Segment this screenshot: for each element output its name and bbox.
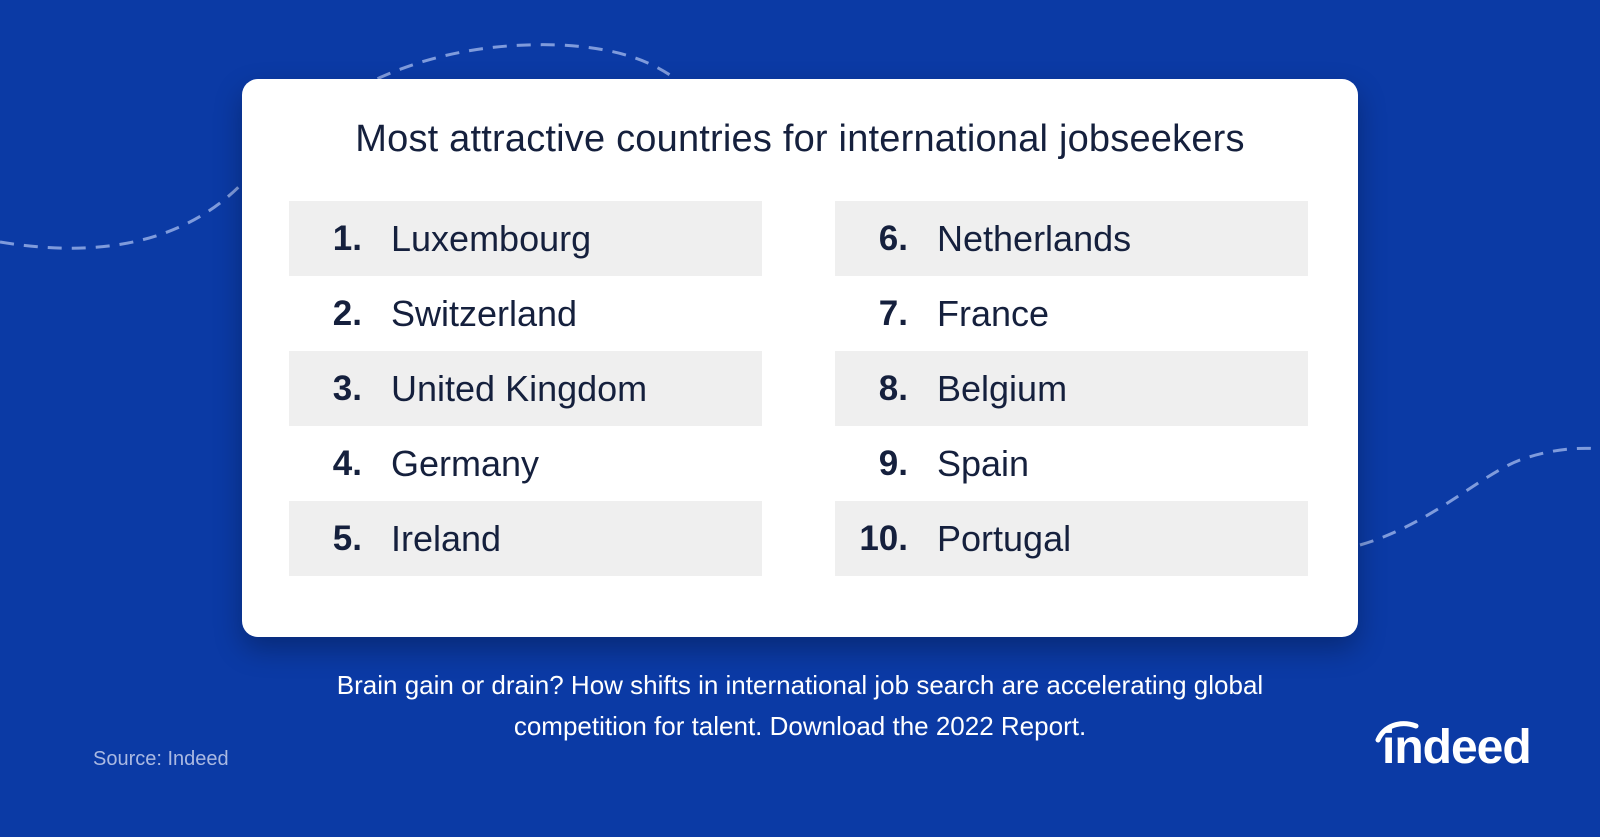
- ranking-row: 5. Ireland: [289, 501, 762, 576]
- rank-number: 5.: [332, 518, 362, 558]
- rankings-column-right: 6. Netherlands 7. France 8. Belgium 9. S…: [835, 201, 1308, 576]
- rank-number: 10.: [859, 518, 908, 558]
- rankings-column-left: 1. Luxembourg 2. Switzerland 3. United K…: [289, 201, 762, 576]
- country-name: Spain: [937, 442, 1030, 484]
- rank-number: 2.: [332, 293, 362, 333]
- indeed-logo: indeed: [1372, 716, 1542, 786]
- ranking-row: 9. Spain: [835, 426, 1308, 501]
- ranking-row: 10. Portugal: [835, 501, 1308, 576]
- ranking-row: 4. Germany: [289, 426, 762, 501]
- ranking-row: 7. France: [835, 276, 1308, 351]
- country-name: United Kingdom: [391, 367, 648, 409]
- ranking-row: 1. Luxembourg: [289, 201, 762, 276]
- ranking-row: 2. Switzerland: [289, 276, 762, 351]
- rank-number: 7.: [878, 293, 908, 333]
- country-name: Portugal: [937, 517, 1072, 559]
- report-link-text[interactable]: Brain gain or drain? How shifts in inter…: [336, 670, 1264, 741]
- ranking-row: 6. Netherlands: [835, 201, 1308, 276]
- country-name: Ireland: [391, 517, 502, 559]
- country-name: France: [937, 292, 1050, 334]
- logo-arc-icon: [1375, 721, 1419, 743]
- card-title: Most attractive countries for internatio…: [355, 118, 1245, 160]
- rank-number: 6.: [878, 218, 908, 258]
- country-name: Netherlands: [937, 217, 1132, 259]
- rank-number: 9.: [878, 443, 908, 483]
- rank-number: 3.: [332, 368, 362, 408]
- ranking-row: 8. Belgium: [835, 351, 1308, 426]
- rank-number: 4.: [332, 443, 362, 483]
- country-name: Luxembourg: [391, 217, 592, 259]
- logo-wordmark: indeed: [1382, 721, 1532, 774]
- country-name: Germany: [391, 442, 540, 484]
- country-name: Switzerland: [391, 292, 578, 334]
- country-name: Belgium: [937, 367, 1068, 409]
- rank-number: 8.: [878, 368, 908, 408]
- rank-number: 1.: [332, 218, 362, 258]
- ranking-row: 3. United Kingdom: [289, 351, 762, 426]
- source-credit: Source: Indeed: [93, 748, 229, 770]
